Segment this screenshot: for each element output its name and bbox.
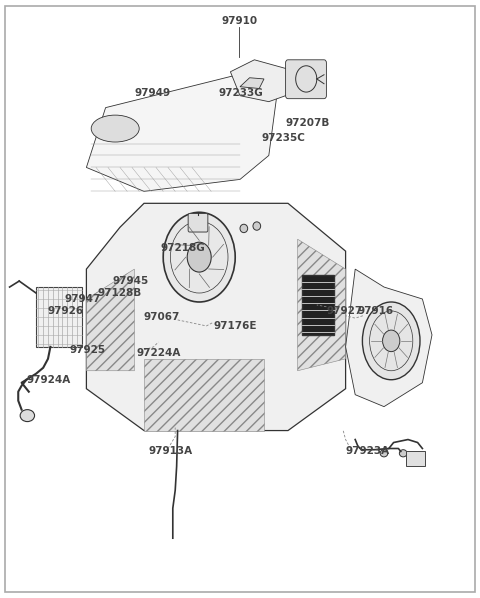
Text: 97926: 97926 [48, 306, 84, 316]
Polygon shape [298, 239, 346, 371]
Polygon shape [346, 269, 432, 407]
Text: 97218G: 97218G [161, 243, 205, 253]
Text: 97067: 97067 [144, 312, 180, 322]
FancyBboxPatch shape [188, 213, 208, 232]
FancyBboxPatch shape [361, 301, 385, 327]
Text: 97176E: 97176E [214, 321, 257, 331]
Bar [406, 451, 425, 466]
Text: 97910: 97910 [222, 16, 258, 26]
Text: 97945: 97945 [112, 276, 149, 286]
Polygon shape [240, 78, 264, 89]
Polygon shape [86, 203, 346, 431]
FancyBboxPatch shape [286, 60, 326, 99]
Polygon shape [230, 60, 302, 102]
Text: 97947: 97947 [64, 294, 101, 304]
Polygon shape [86, 269, 134, 371]
Ellipse shape [383, 330, 400, 352]
Ellipse shape [91, 115, 139, 142]
Text: 97224A: 97224A [137, 348, 181, 358]
Bar [36, 287, 82, 347]
Ellipse shape [187, 242, 211, 272]
Polygon shape [144, 359, 264, 431]
Text: 97923A: 97923A [346, 447, 390, 456]
Ellipse shape [240, 224, 248, 233]
Text: 97949: 97949 [134, 88, 170, 97]
Text: 97916: 97916 [358, 306, 394, 316]
Text: 97925: 97925 [70, 345, 106, 355]
Ellipse shape [20, 410, 35, 422]
Bar [302, 275, 334, 335]
Text: 97913A: 97913A [149, 447, 193, 456]
Text: 97235C: 97235C [262, 133, 305, 142]
Text: 97924A: 97924A [26, 375, 71, 385]
Ellipse shape [362, 302, 420, 380]
Text: 97927: 97927 [326, 306, 363, 316]
Text: 97207B: 97207B [286, 118, 330, 127]
Text: 97233G: 97233G [218, 88, 263, 97]
Ellipse shape [163, 212, 235, 302]
Ellipse shape [380, 450, 388, 457]
Ellipse shape [399, 450, 407, 457]
Polygon shape [86, 72, 278, 191]
Ellipse shape [253, 222, 261, 230]
Text: 97128B: 97128B [97, 288, 142, 298]
